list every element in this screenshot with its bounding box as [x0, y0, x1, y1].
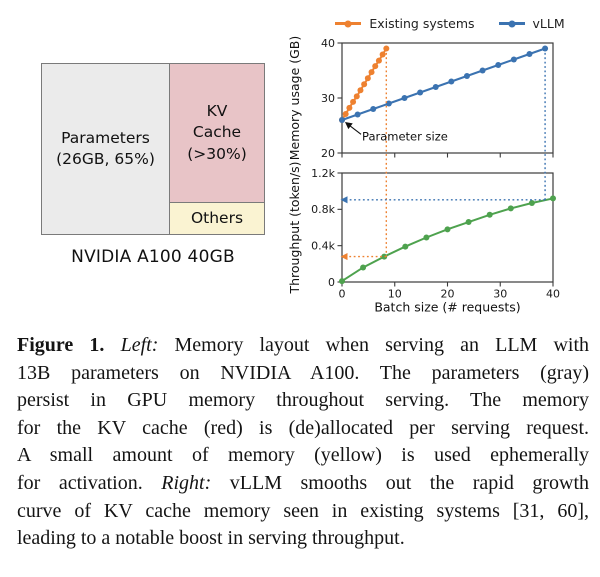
legend-marker-existing-systems-icon	[335, 22, 362, 25]
series-vllm-throughput-point	[507, 205, 514, 212]
series-vllm-point	[448, 78, 455, 85]
kv-cache-label-line3: (>30%)	[187, 144, 247, 163]
kv-cache-block: KV Cache (>30%)	[170, 64, 264, 203]
legend-item-vllm: vLLM	[498, 16, 565, 31]
caption-line-5: A small amount of memory (yellow) is use…	[17, 444, 589, 467]
others-label: Others	[190, 208, 244, 227]
series-vllm-point	[401, 95, 408, 101]
caption-line-7: curve of KV cache memory seen in existin…	[17, 499, 589, 522]
kv-cache-label-line1: KV	[206, 101, 228, 120]
series-vllm-point	[385, 100, 392, 107]
throughput-y-axis-title: Throughput (token/s)	[287, 161, 302, 294]
throughput-xtick-label: 10	[388, 288, 402, 301]
memory-usage-ytick-label: 40	[321, 37, 335, 50]
series-vllm-throughput-point	[381, 253, 388, 260]
legend-item-existing-systems: Existing systems	[335, 16, 475, 31]
throughput-ytick-label: 1.2k	[311, 167, 335, 180]
series-vllm-point	[463, 73, 470, 79]
series-existing-systems-point	[379, 51, 386, 58]
series-vllm-throughput-point	[486, 211, 493, 218]
guide-arrowhead-2-icon	[340, 196, 348, 204]
series-vllm-point	[417, 89, 424, 96]
caption-line-8: leading to a notable boost in serving th…	[17, 527, 405, 550]
series-vllm-point	[526, 51, 533, 57]
memory-usage-chart: 20 30 40 Memory usage (GB)	[287, 36, 554, 161]
series-vllm-throughput-point	[550, 195, 556, 202]
series-vllm-point	[479, 67, 486, 74]
series-existing-systems-point	[353, 93, 360, 100]
series-vllm-throughput-point	[360, 264, 367, 271]
throughput-chart: 0 0.4k 0.8k 1.2k 0 10 20 30 40 Throughput (token/…	[287, 161, 560, 314]
legend-label-existing-systems: Existing systems	[369, 16, 475, 31]
chart-legend: Existing systems vLLM	[300, 16, 600, 31]
series-existing-systems-point	[357, 87, 364, 94]
parameters-label-line2: (26GB, 65%)	[56, 150, 155, 168]
parameters-label-line1: Parameters	[61, 128, 150, 147]
series-existing-systems-point	[350, 98, 357, 105]
parameters-block: Parameters (26GB, 65%)	[42, 64, 170, 234]
series-existing-systems-point	[361, 81, 368, 88]
throughput-xtick-label: 40	[546, 288, 560, 301]
charts-canvas: 20 30 40 Memory usage (GB) 0 0.4k 0.8k 1.2k 0 10 2…	[287, 36, 560, 315]
legend-marker-vllm-icon	[498, 22, 525, 25]
memory-usage-ytick-label: 30	[321, 92, 335, 105]
series-existing-systems-point	[368, 69, 375, 76]
series-vllm-point	[354, 111, 361, 118]
gpu-name-label: NVIDIA A100 40GB	[71, 247, 235, 267]
throughput-ytick-label: 0.4k	[311, 239, 335, 252]
throughput-x-axis-title: Batch size (# requests)	[374, 300, 520, 315]
caption-line-1: Figure 1. Left: Memory layout when servi…	[17, 334, 590, 356]
series-existing-systems-point	[364, 75, 371, 82]
annotation-parameter-size-label: Parameter size	[362, 129, 448, 143]
series-vllm-throughput-point	[339, 278, 345, 285]
caption-line-3: persist in GPU memory throughout serving…	[17, 389, 589, 412]
legend-label-vllm: vLLM	[532, 16, 565, 31]
throughput-ytick-label: 0.8k	[311, 203, 335, 216]
caption-line-6: for activation. Right: vLLM smooths out …	[17, 471, 590, 494]
gpu-memory-layout-diagram: Parameters (26GB, 65%) KV Cache (>30%) O…	[41, 63, 265, 235]
series-existing-systems-point	[372, 63, 379, 70]
series-existing-systems-point	[346, 104, 353, 111]
annotation-arrowhead-icon	[345, 122, 353, 130]
series-vllm-throughput-point	[465, 219, 472, 226]
caption-line-2: 13B parameters on NVIDIA A100. The param…	[17, 361, 589, 384]
series-existing-systems-point	[375, 57, 382, 64]
series-vllm-throughput-line	[341, 197, 554, 282]
caption-line-4: for the KV cache (red) is (de)allocated …	[17, 416, 589, 439]
others-block: Others	[170, 203, 264, 234]
figure-caption: Figure 1. Left: Memory layout when servi…	[17, 332, 589, 553]
series-existing-systems-point	[342, 110, 349, 117]
series-vllm-throughput-point	[423, 234, 430, 241]
throughput-xtick-label: 30	[493, 288, 507, 301]
throughput-xtick-label: 0	[339, 288, 346, 301]
series-vllm-throughput-point	[528, 199, 535, 206]
memory-usage-y-axis-title: Memory usage (GB)	[287, 36, 302, 161]
series-vllm-point	[495, 62, 502, 68]
series-vllm-point	[432, 84, 439, 90]
guide-arrowhead-1-icon	[340, 252, 348, 261]
throughput-ytick-label: 0	[328, 276, 335, 289]
series-vllm-point	[339, 117, 345, 123]
series-vllm-throughput-point	[444, 226, 451, 233]
memory-usage-ytick-label: 20	[321, 147, 335, 160]
throughput-xtick-label: 20	[441, 288, 455, 301]
series-vllm-point	[370, 106, 377, 112]
series-vllm-point	[510, 56, 517, 63]
kv-cache-label-line2: Cache	[192, 123, 242, 142]
series-vllm-throughput-point	[402, 243, 409, 250]
